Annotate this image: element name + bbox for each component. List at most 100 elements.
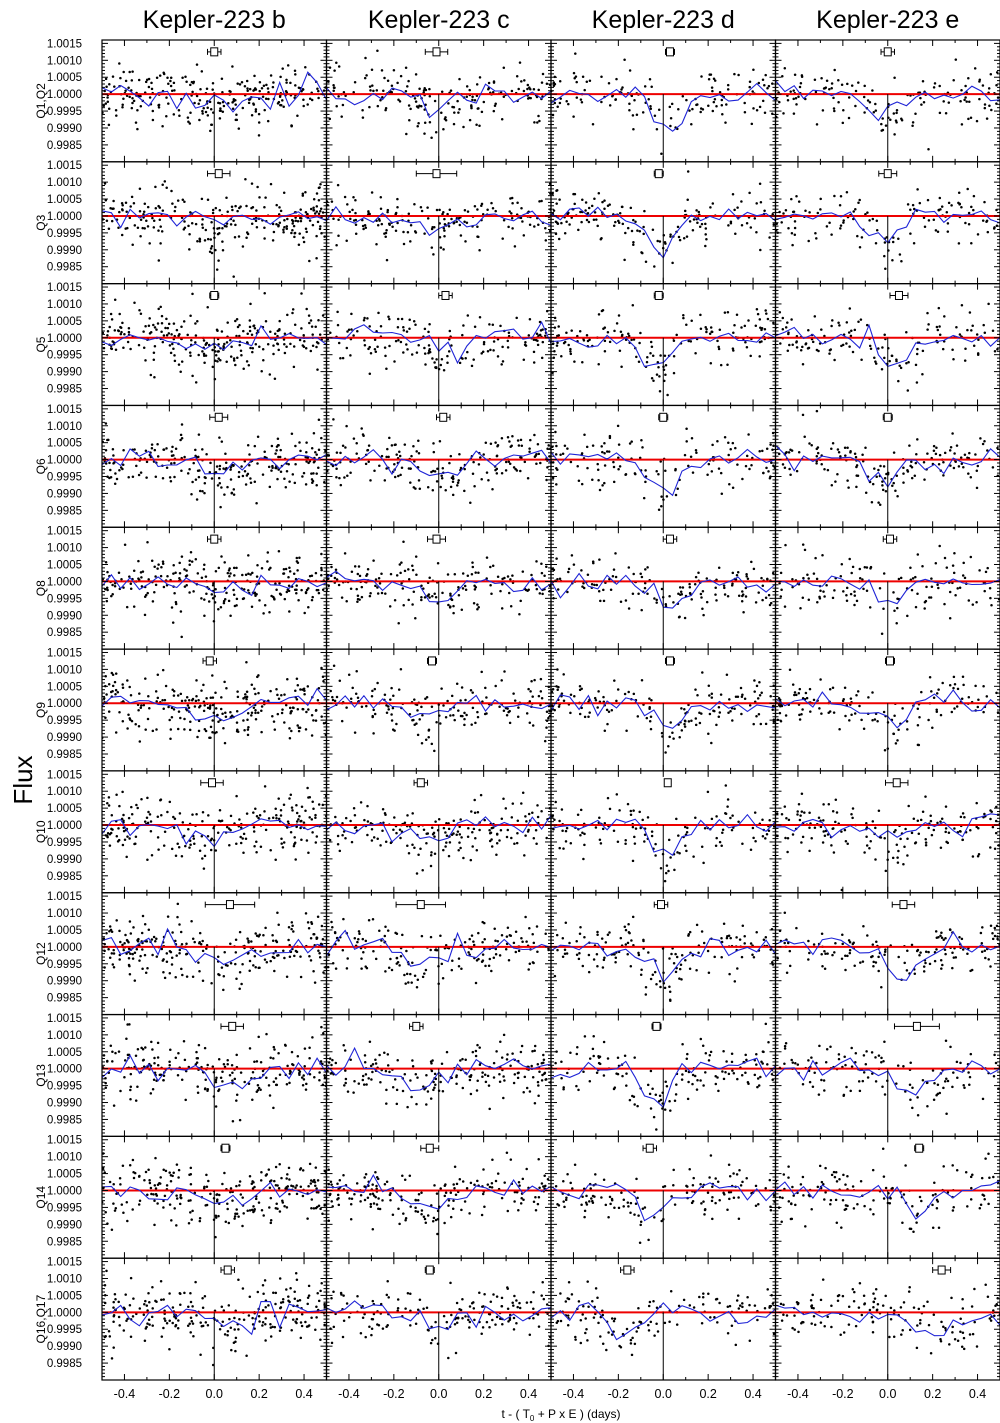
data-point: [208, 706, 212, 709]
data-point: [745, 221, 749, 225]
data-point: [759, 200, 763, 204]
data-point: [943, 556, 947, 560]
data-point: [368, 594, 372, 598]
data-point: [249, 346, 252, 350]
data-point: [311, 595, 314, 599]
data-point: [471, 565, 475, 569]
y-tick-label: 1.0000: [47, 333, 82, 345]
data-point: [644, 568, 647, 571]
data-point: [257, 674, 260, 677]
data-point: [601, 308, 605, 312]
data-point: [332, 83, 335, 87]
data-point: [335, 467, 338, 471]
data-point: [619, 600, 623, 603]
data-point: [647, 97, 650, 101]
data-point: [393, 599, 397, 602]
data-point: [640, 438, 643, 442]
data-point: [639, 572, 642, 576]
data-point: [586, 212, 590, 215]
data-point: [652, 379, 655, 382]
data-point: [607, 710, 611, 714]
data-point: [529, 88, 532, 91]
data-point: [201, 819, 204, 823]
data-point: [249, 477, 252, 480]
data-point: [893, 830, 896, 834]
data-point: [152, 323, 155, 327]
data-point: [452, 122, 456, 126]
data-point: [160, 565, 163, 569]
data-point: [787, 332, 790, 336]
data-point: [465, 713, 468, 717]
data-point: [641, 251, 644, 255]
data-point: [949, 464, 952, 467]
data-point: [996, 446, 999, 450]
data-point: [562, 847, 565, 850]
data-point: [494, 441, 497, 444]
data-point: [442, 848, 445, 852]
data-point: [257, 121, 261, 124]
data-point: [353, 731, 357, 734]
data-point: [420, 209, 424, 213]
data-point: [380, 591, 384, 595]
data-point: [203, 491, 206, 495]
data-point: [970, 205, 973, 209]
data-point: [433, 361, 436, 364]
data-point: [224, 452, 227, 455]
data-point: [149, 820, 153, 823]
data-point: [952, 686, 955, 690]
data-point: [252, 830, 256, 833]
y-tick-label: 1.0005: [47, 803, 82, 815]
data-point: [165, 317, 168, 321]
data-point: [242, 588, 246, 591]
data-point: [182, 834, 186, 838]
data-point: [409, 467, 412, 470]
data-point: [196, 319, 199, 323]
y-tick-label: 1.0015: [47, 647, 82, 659]
light-curve-panel: [101, 283, 328, 407]
data-point: [480, 670, 483, 674]
data-point: [310, 574, 314, 577]
light-curve-panel: [325, 283, 552, 407]
data-point: [294, 216, 297, 219]
data-point: [126, 727, 129, 730]
data-point: [123, 333, 126, 336]
data-point: [178, 561, 181, 565]
data-point: [800, 713, 803, 716]
data-point: [180, 216, 184, 219]
data-point: [417, 853, 420, 856]
data-point: [423, 232, 426, 235]
data-point: [236, 730, 240, 733]
data-point: [671, 261, 674, 265]
data-point: [547, 716, 550, 720]
data-point: [683, 209, 687, 213]
data-point: [280, 842, 283, 845]
data-point: [815, 447, 819, 451]
data-point: [129, 347, 132, 351]
data-point: [345, 706, 348, 709]
data-point: [671, 731, 674, 734]
data-point: [284, 703, 288, 707]
data-point: [149, 330, 153, 334]
data-point: [202, 867, 206, 870]
data-point: [828, 221, 831, 224]
data-point: [234, 99, 237, 102]
data-point: [737, 73, 740, 77]
data-point: [347, 328, 351, 331]
data-point: [171, 342, 174, 346]
data-point: [178, 812, 182, 815]
data-point: [388, 317, 391, 321]
data-point: [811, 340, 815, 344]
data-point: [186, 116, 190, 119]
data-point: [758, 340, 762, 344]
data-point: [507, 710, 510, 714]
data-point: [275, 816, 278, 820]
data-point: [165, 114, 168, 118]
data-point: [784, 451, 788, 455]
data-point: [389, 572, 393, 576]
data-point: [492, 109, 496, 113]
data-point: [484, 441, 488, 444]
data-point: [600, 237, 603, 240]
data-point: [470, 572, 474, 576]
data-point: [350, 570, 354, 574]
data-point: [935, 446, 938, 450]
